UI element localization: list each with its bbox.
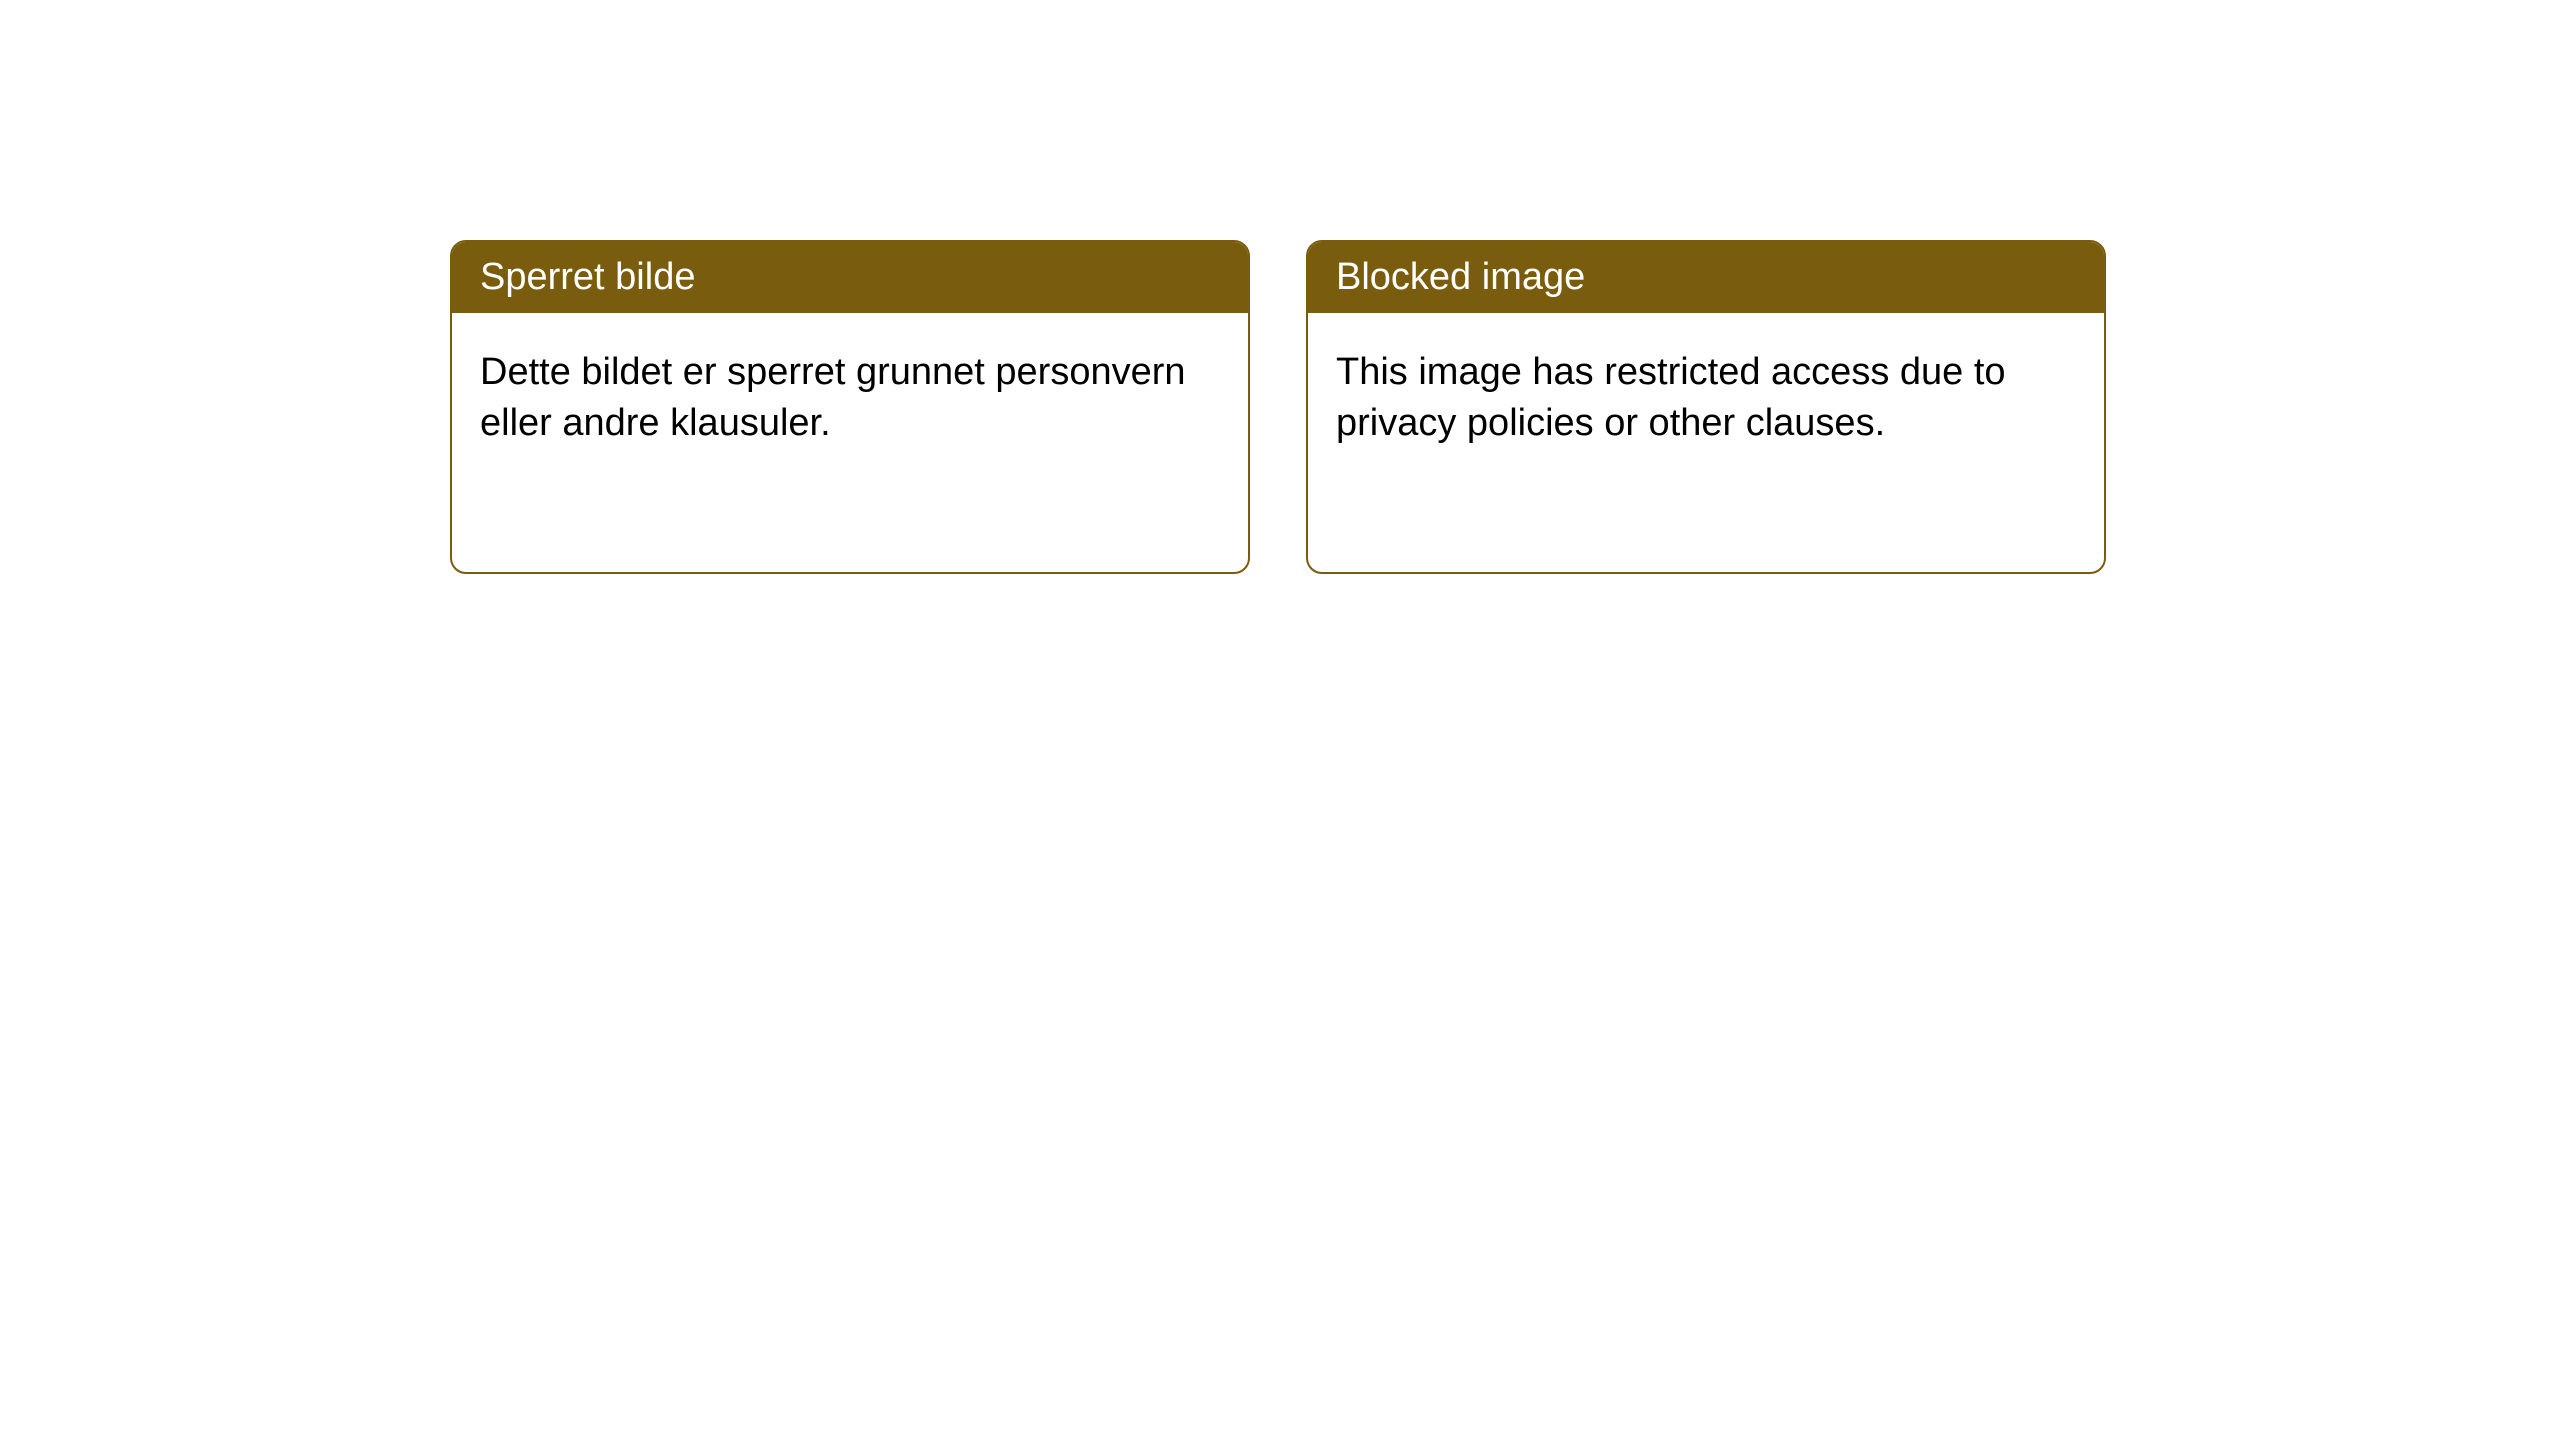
notice-container: Sperret bilde Dette bildet er sperret gr…	[0, 0, 2560, 574]
card-title: Blocked image	[1336, 256, 1585, 298]
notice-card-english: Blocked image This image has restricted …	[1306, 240, 2106, 574]
card-header: Blocked image	[1308, 242, 2104, 313]
card-message: Dette bildet er sperret grunnet personve…	[480, 351, 1186, 444]
card-body: This image has restricted access due to …	[1308, 313, 2104, 484]
card-header: Sperret bilde	[452, 242, 1248, 313]
notice-card-norwegian: Sperret bilde Dette bildet er sperret gr…	[450, 240, 1250, 574]
card-body: Dette bildet er sperret grunnet personve…	[452, 313, 1248, 484]
card-title: Sperret bilde	[480, 256, 695, 298]
card-message: This image has restricted access due to …	[1336, 351, 2006, 444]
